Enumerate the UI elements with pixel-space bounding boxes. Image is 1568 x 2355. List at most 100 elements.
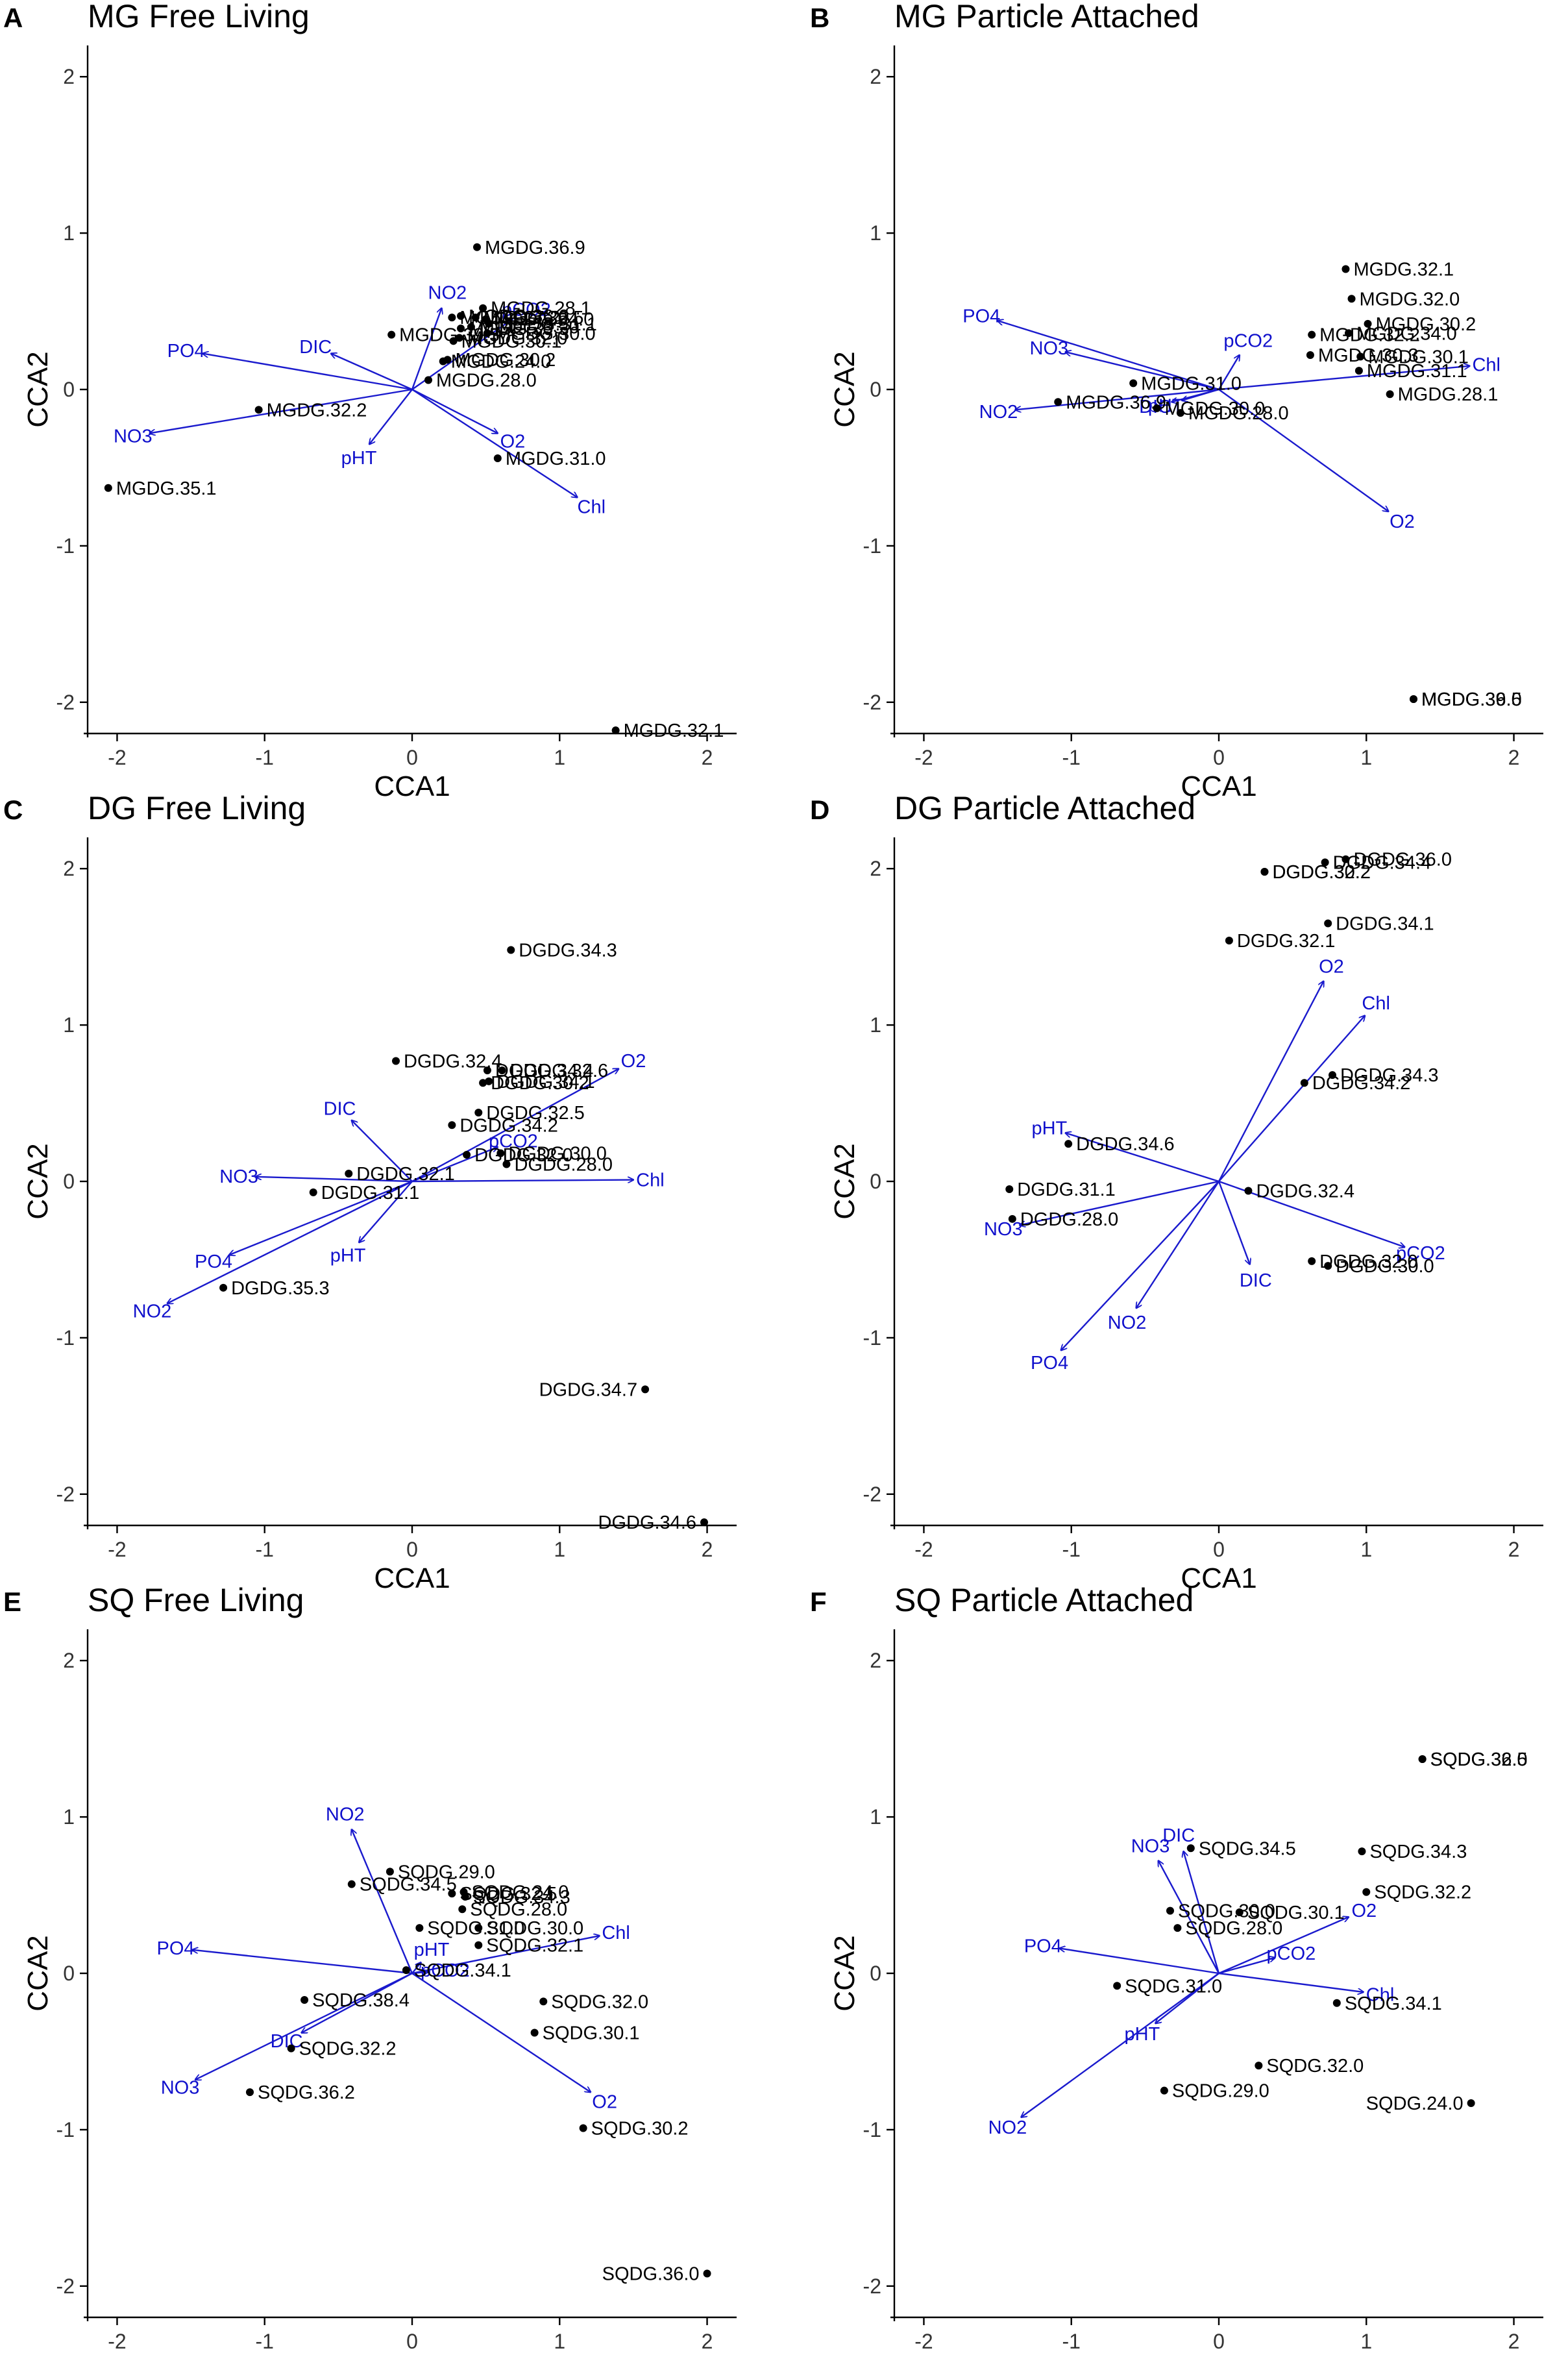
panel-a-point-label: MGDG.28.1 xyxy=(491,299,591,319)
panel-b-point-label: MGDG.30.1 xyxy=(1368,347,1469,367)
panel-c-vector-label-dic: DIC xyxy=(324,1099,356,1120)
panel-f-y-tick-label: 0 xyxy=(870,1962,881,1985)
panel-c-y-tick-label: -1 xyxy=(56,1326,75,1350)
panel-c-point xyxy=(483,1066,491,1074)
panel-e-y-tick-label: 0 xyxy=(63,1962,75,1985)
panel-d-vector-label-pht: pHT xyxy=(1031,1118,1067,1139)
panel-f-vector-label-no3: NO3 xyxy=(1131,1836,1170,1857)
panel-d-x-tick-label: 1 xyxy=(1360,1538,1372,1561)
panel-d-vector-label-pco2: pCO2 xyxy=(1396,1243,1445,1264)
panel-d-y-tick-label: -2 xyxy=(863,1483,881,1506)
panel-c-point xyxy=(219,1283,228,1292)
panel-b-vector-pco2 xyxy=(1218,355,1240,390)
panel-b-y-tick-label: 0 xyxy=(870,378,881,401)
panel-c-point xyxy=(345,1169,353,1178)
panel-c-point-label: DGDG.32.5 xyxy=(486,1103,585,1124)
panel-f-point xyxy=(1173,1924,1182,1932)
panel-d-point xyxy=(1341,855,1350,863)
panel-a-vector-label-pco2: pCO2 xyxy=(502,300,551,321)
panel-a-x-tick-label: -2 xyxy=(108,746,126,769)
panel-d-vector-label-no3: NO3 xyxy=(984,1219,1023,1240)
panel-a-vector-label-no2: NO2 xyxy=(428,282,467,303)
panel-a-point xyxy=(443,356,452,364)
panel-a-vector-label-no3: NO3 xyxy=(114,426,153,447)
panel-f: FSQ Particle Attached-2-1012-2-1012CCA1C… xyxy=(810,1582,1543,2355)
panel-d-point xyxy=(1244,1187,1253,1195)
panel-f-y-axis-title: CCA2 xyxy=(829,1935,861,2011)
panel-e-point xyxy=(458,1905,467,1914)
panel-a-letter: A xyxy=(3,3,23,33)
panel-f-vector-dic xyxy=(1183,1851,1220,1974)
panel-f-point-label: SQDG.30.1 xyxy=(1247,1903,1345,1923)
panel-b-vector-label-po4: PO4 xyxy=(962,306,1000,327)
panel-b-y-tick-label: -1 xyxy=(863,534,881,558)
panel-b-vector-label-pco2: pCO2 xyxy=(1223,331,1273,352)
panel-b-point xyxy=(1356,352,1365,361)
panel-b-vector-label-no2: NO2 xyxy=(979,402,1018,423)
panel-d-point-label: DGDG.28.0 xyxy=(1020,1209,1119,1230)
panel-f-point xyxy=(1113,1982,1121,1990)
panel-c-x-tick-label: 2 xyxy=(702,1538,713,1561)
panel-e-point xyxy=(461,1892,469,1901)
panel-b-y-tick-label: 1 xyxy=(870,221,881,245)
panel-a-point xyxy=(473,243,481,251)
panel-e-title: SQ Free Living xyxy=(88,1582,304,1618)
panel-f-point xyxy=(1166,1906,1174,1915)
panel-a-vector-no3 xyxy=(149,388,413,433)
panel-c-point-label: DGDG.32.0 xyxy=(474,1145,573,1166)
panel-c-point-label: DGDG.34.6 xyxy=(598,1512,697,1533)
panel-c-point-label: DGDG.34.3 xyxy=(519,940,617,961)
panel-d-point-label: DGDG.34.3 xyxy=(1340,1065,1439,1086)
panel-c-point xyxy=(479,1079,487,1087)
panel-f-x-tick-label: -2 xyxy=(914,2330,933,2353)
panel-b-vector-pht xyxy=(1182,388,1219,401)
panel-c-point xyxy=(474,1109,483,1116)
panel-b-point xyxy=(1341,265,1350,273)
panel-a-point xyxy=(493,454,502,462)
panel-d-point-label: DGDG.34.6 xyxy=(1076,1134,1175,1155)
panel-f-point xyxy=(1467,2099,1475,2107)
panel-d-point xyxy=(1329,1071,1336,1079)
panel-b: B MG Particle Attached -2 -1 0 1 2 -2 -1 0 1 2 CCA1 C… xyxy=(810,0,1543,802)
panel-e-point-label: SQDG.24.0 xyxy=(472,1882,569,1903)
panel-c-x-tick-label: 1 xyxy=(554,1538,565,1561)
panel-f-point xyxy=(1255,2062,1263,2070)
panel-f-x-tick-label: 2 xyxy=(1508,2330,1520,2353)
panel-d-y-tick-label: 0 xyxy=(870,1170,881,1193)
panel-f-point-label: SQDG.32.0 xyxy=(1266,2056,1364,2077)
panel-f-y-tick-label: 1 xyxy=(870,1805,881,1829)
panel-e-y-tick-label: -1 xyxy=(56,2118,75,2141)
panel-e-point-label: SQDG.32.5 xyxy=(459,1884,557,1905)
panel-a-point-label: MGDG.28.0 xyxy=(436,371,537,391)
panel-b-point-label: MGDG.28.1 xyxy=(1398,384,1499,405)
panel-d-x-tick-label: -2 xyxy=(914,1538,933,1561)
panel-d-point-label: DGDG.30.2 xyxy=(1272,862,1371,883)
panel-a-y-tick-label: -1 xyxy=(56,534,75,558)
panel-b-x-tick-label: 1 xyxy=(1360,746,1372,769)
panel-f-point xyxy=(1362,1888,1371,1896)
panel-a-point xyxy=(254,406,263,414)
panel-e-vector-label-o2: O2 xyxy=(592,2092,617,2113)
panel-b-point xyxy=(1153,404,1161,412)
panel-a-point-label: MGDG.30.2 xyxy=(456,350,556,371)
panel-a-vector-label-po4: PO4 xyxy=(167,341,205,362)
panel-f-vector-label-pht: pHT xyxy=(1124,2024,1160,2045)
panel-d-vector-chl xyxy=(1218,1016,1365,1182)
panel-f-point-label: SQDG.31.0 xyxy=(1125,1976,1222,1997)
panel-d-vector-label-no2: NO2 xyxy=(1108,1313,1147,1333)
panel-d-vector-label-o2: O2 xyxy=(1319,957,1344,978)
panel-b-vector-label-no3: NO3 xyxy=(1030,338,1069,359)
panel-e-point xyxy=(539,1997,548,2006)
panel-e-vector-pco2 xyxy=(411,1972,428,1973)
panel-a-y-tick-label: 1 xyxy=(63,221,75,245)
panel-f-point-label: SQDG.34.1 xyxy=(1345,1993,1442,2014)
panel-b-y-axis-title: CCA2 xyxy=(829,351,861,427)
panel-c-vector-label-pht: pHT xyxy=(330,1246,366,1266)
panel-f-point-label: SQDG.36.0 xyxy=(1430,1749,1528,1770)
panel-a-point-label: MGDG.30.0 xyxy=(495,323,596,344)
panel-e-x-tick-label: -2 xyxy=(108,2330,126,2353)
panel-a-vector-o2 xyxy=(411,388,498,433)
panel-f-point-label: SQDG.34.3 xyxy=(1369,1842,1467,1862)
panel-d-y-tick-label: -1 xyxy=(863,1326,881,1350)
panel-c-x-axis-title: CCA1 xyxy=(374,1562,450,1594)
